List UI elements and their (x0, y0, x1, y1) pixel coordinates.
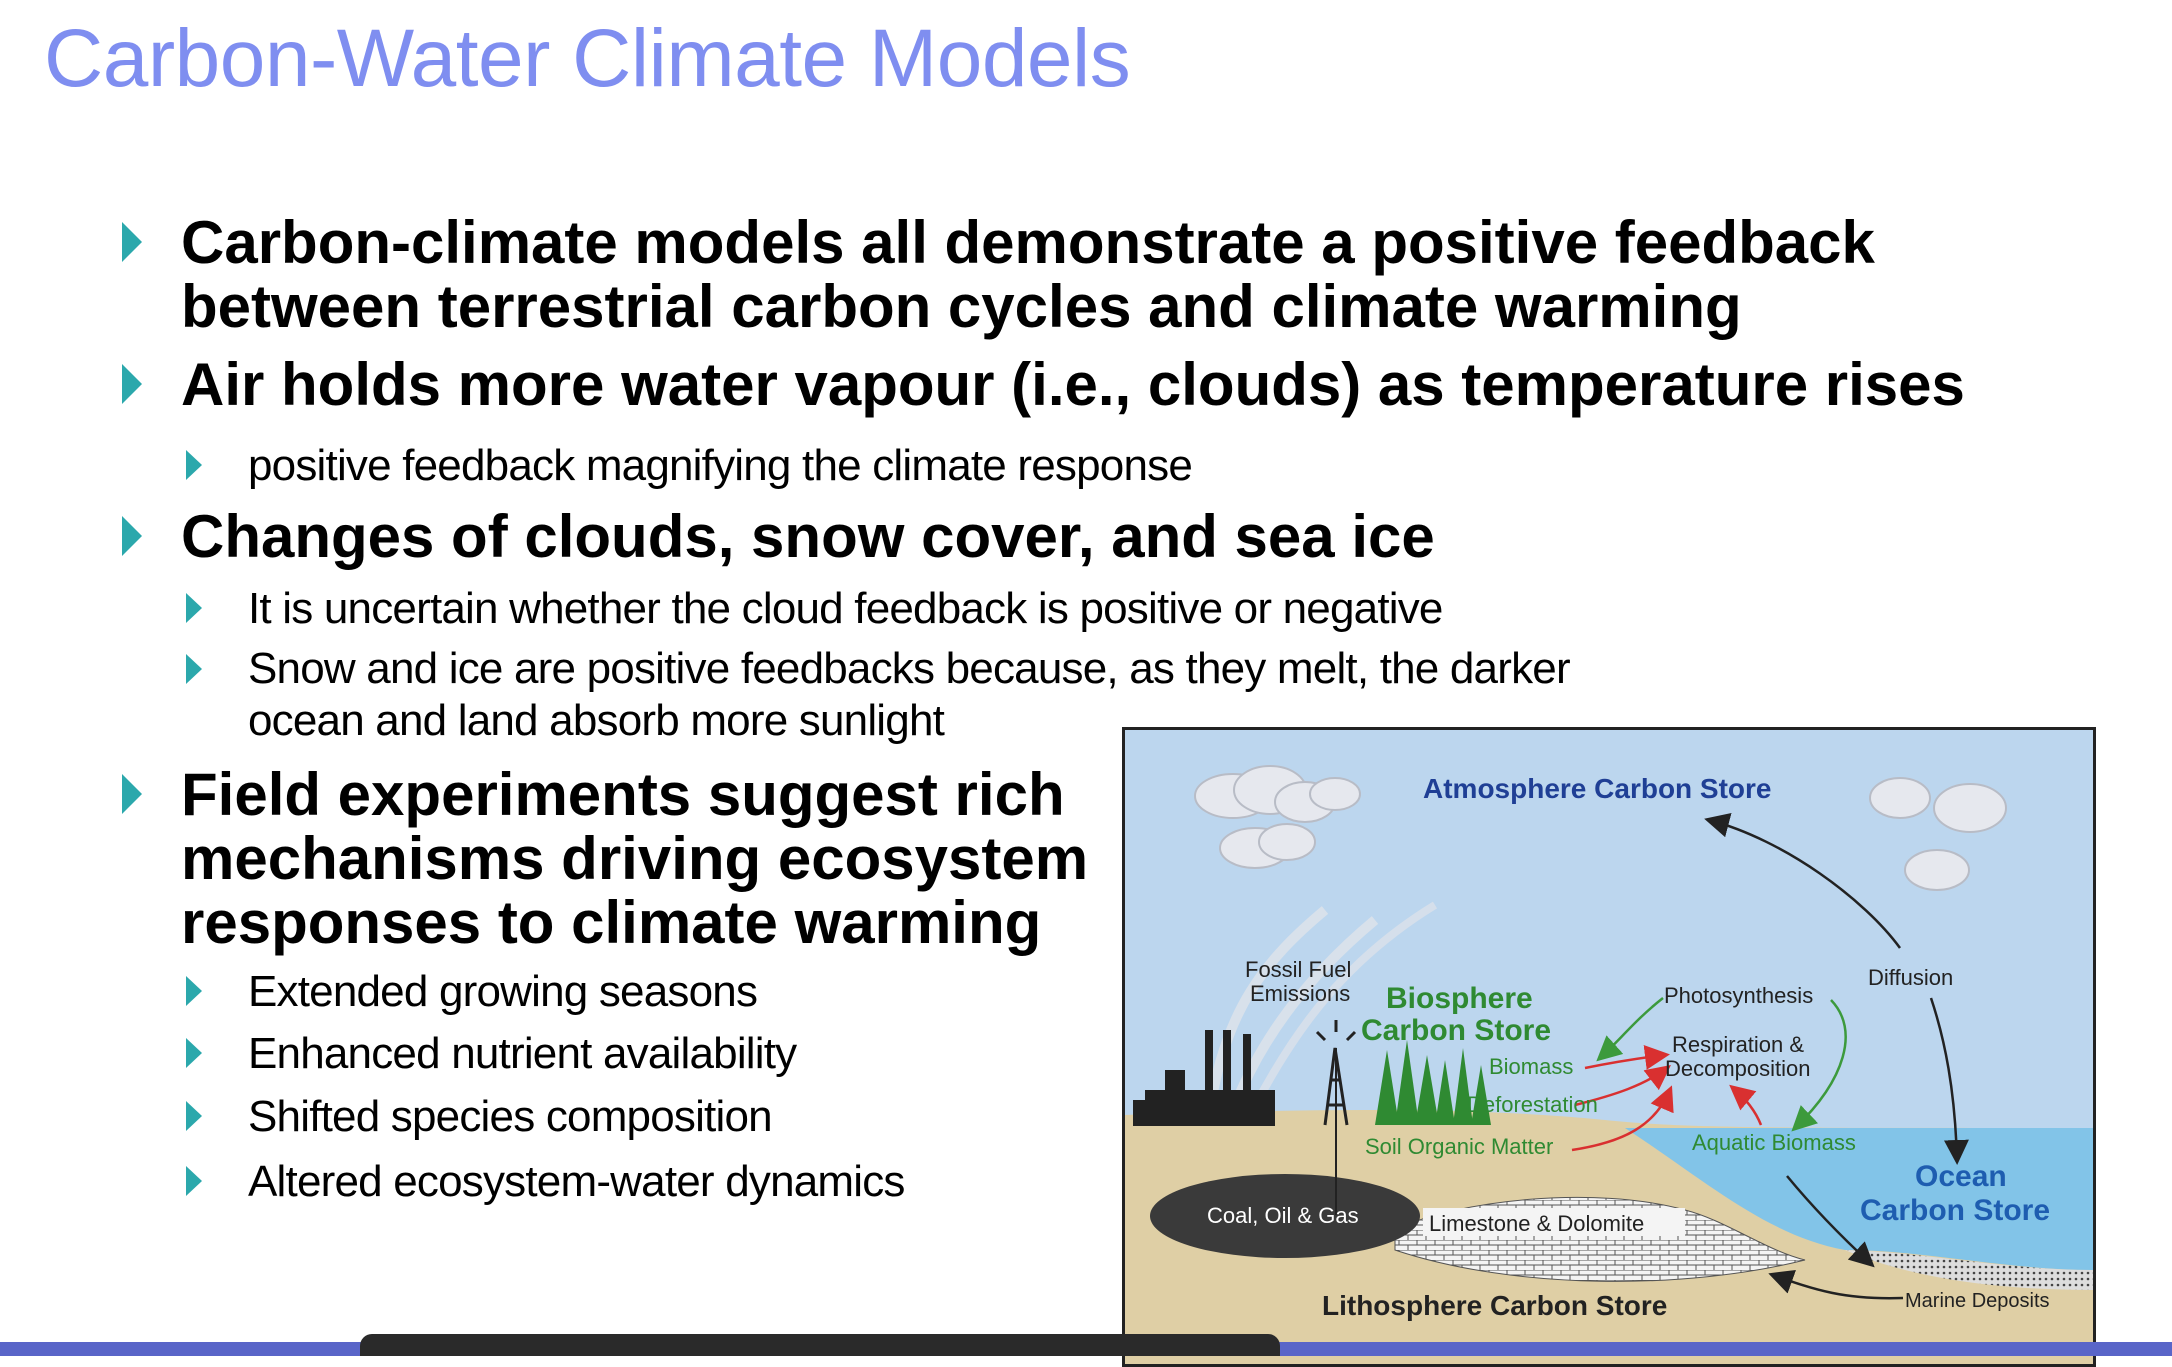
coal-label: Coal, Oil & Gas (1207, 1203, 1359, 1228)
bullet-4-line-2: mechanisms driving ecosystem (181, 825, 1089, 892)
bullet-3-sub-1: It is uncertain whether the cloud feedba… (248, 584, 1443, 633)
cloud-right (1869, 777, 2007, 891)
photosynthesis-label: Photosynthesis (1664, 983, 1813, 1008)
ocean (1625, 1128, 2093, 1270)
biosphere-label-1: Biosphere (1386, 982, 1533, 1015)
marine-deposits (1845, 1250, 2093, 1290)
ocean-label-2: Carbon Store (1860, 1194, 2050, 1227)
carbon-cycle-diagram: Atmosphere Carbon Store Fossil Fuel Emis… (1125, 765, 2093, 1364)
bullet-3-sub-2-cont: ocean and land absorb more sunlight (248, 696, 945, 745)
bullet-1-line-1: Carbon-climate models all demonstrate a … (181, 209, 1875, 276)
sub-bullet-marker (186, 593, 202, 623)
carbon-cycle-figure: Atmosphere Carbon Store Fossil Fuel Emis… (1122, 727, 2096, 1367)
soil-label: Soil Organic Matter (1365, 1134, 1553, 1159)
sub-bullet-marker (186, 654, 202, 684)
bullet-marker (122, 516, 142, 556)
limestone-label: Limestone & Dolomite (1429, 1211, 1644, 1236)
footer-shadow (360, 1334, 1280, 1356)
bullet-2-line-1: Air holds more water vapour (i.e., cloud… (181, 351, 1965, 418)
oil-rig-icon (1315, 1020, 1357, 1215)
aquatic-biomass-label: Aquatic Biomass (1692, 1130, 1856, 1155)
coal-deposit (1150, 1174, 1420, 1258)
sub-bullet-marker (186, 1166, 202, 1196)
sub-bullet-marker (186, 1101, 202, 1131)
sub-bullet-marker (186, 1038, 202, 1068)
diffusion-label: Diffusion (1868, 965, 1953, 990)
forest-icon (1375, 1040, 1491, 1125)
biosphere-label-2: Carbon Store (1361, 1014, 1551, 1047)
bullet-4-sub-4: Altered ecosystem-water dynamics (248, 1157, 905, 1206)
fossil-label-1: Fossil Fuel (1245, 957, 1351, 982)
bullet-3-line-1: Changes of clouds, snow cover, and sea i… (181, 503, 1435, 570)
respiration-label-2: Decomposition (1665, 1056, 1811, 1081)
biomass-label: Biomass (1489, 1054, 1573, 1079)
respiration-label-1: Respiration & (1672, 1032, 1804, 1057)
bullet-marker (122, 222, 142, 262)
cloud-left (1194, 765, 1361, 869)
slide-title: Carbon-Water Climate Models (44, 13, 1131, 104)
factory-icon (1133, 1030, 1275, 1126)
deforestation-label: Deforestation (1467, 1092, 1598, 1117)
bullet-4-sub-1: Extended growing seasons (248, 967, 758, 1016)
bullet-3-sub-2: Snow and ice are positive feedbacks beca… (248, 644, 1571, 693)
bullet-4-sub-2: Enhanced nutrient availability (248, 1029, 797, 1078)
bullet-4-line-3: responses to climate warming (181, 889, 1042, 956)
bullet-4-line-1: Field experiments suggest rich (181, 761, 1065, 828)
marine-deposits-label: Marine Deposits (1905, 1290, 2050, 1312)
bullet-marker (122, 774, 142, 814)
lithosphere-label: Lithosphere Carbon Store (1322, 1290, 1667, 1321)
bullet-2-sub-1: positive feedback magnifying the climate… (248, 441, 1193, 490)
atmosphere-label: Atmosphere Carbon Store (1423, 773, 1772, 804)
bullet-1-line-2: between terrestrial carbon cycles and cl… (181, 273, 1742, 340)
sub-bullet-marker (186, 976, 202, 1006)
bullet-4-sub-3: Shifted species composition (248, 1092, 773, 1141)
bullet-marker (122, 364, 142, 404)
fossil-label-2: Emissions (1250, 981, 1350, 1006)
ocean-label-1: Ocean (1915, 1160, 2007, 1193)
sub-bullet-marker (186, 450, 202, 480)
